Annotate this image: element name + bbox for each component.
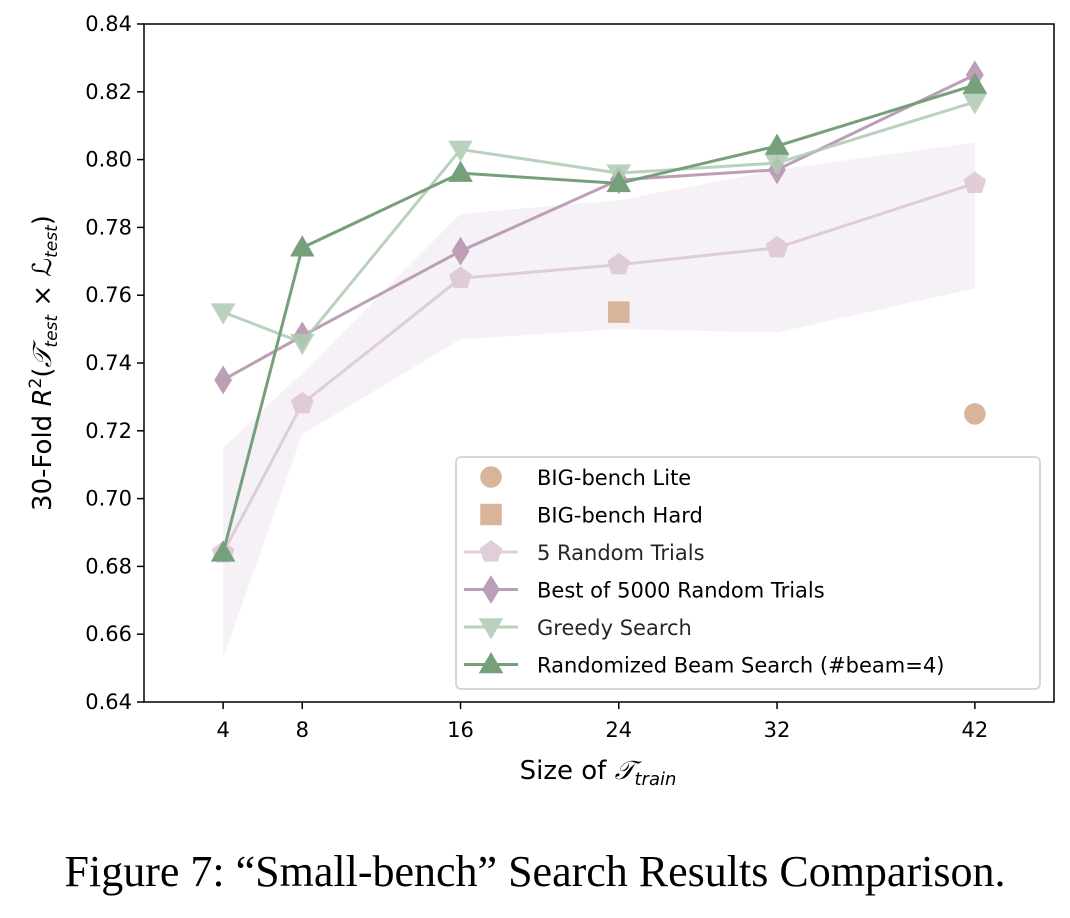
legend-marker (480, 503, 502, 526)
series-randomized-beam-search-beam-4 (210, 72, 988, 562)
series-line (221, 181, 976, 554)
y-axis-ticks: 0.64 0.66 0.68 0.70 0.72 0.74 0.76 0.78 0.80 0.82… (85, 12, 144, 714)
data-point (764, 133, 790, 155)
y-tick-label: 0.68 (85, 554, 132, 578)
random-trials-range-band (223, 142, 975, 658)
data-point (607, 252, 631, 275)
legend-item-randomized-beam-search-beam-4: Randomized Beam Search (#beam=4) (464, 652, 944, 678)
y-tick-label: 0.74 (85, 351, 132, 375)
legend-item-big-bench-hard: BIG-bench Hard (480, 503, 703, 528)
y-tick-label: 0.82 (85, 80, 132, 104)
y-tick-label: 0.84 (85, 12, 132, 36)
legend-label: Randomized Beam Search (#beam=4) (537, 654, 944, 678)
legend-marker (478, 652, 504, 674)
series-line (221, 83, 976, 554)
data-point (449, 266, 472, 288)
x-tick-label: 42 (962, 718, 989, 742)
data-point (963, 171, 987, 193)
y-tick-label: 0.64 (85, 690, 132, 714)
y-tick-label: 0.66 (85, 622, 132, 646)
data-point (606, 170, 632, 193)
legend-label: 5 Random Trials (537, 541, 705, 565)
data-point (448, 160, 473, 182)
legend-marker (480, 466, 502, 488)
x-tick-label: 16 (447, 718, 474, 742)
legend-label: BIG-bench Hard (537, 504, 703, 528)
legend-label: Greedy Search (537, 616, 692, 640)
y-tick-label: 0.76 (85, 283, 132, 307)
x-tick-label: 4 (216, 718, 229, 742)
y-tick-label: 0.80 (85, 148, 132, 172)
x-axis-label: Size of 𝒯train (520, 756, 677, 790)
y-tick-label: 0.72 (85, 419, 132, 443)
legend-label: Best of 5000 Random Trials (537, 579, 825, 603)
series-layer (210, 60, 988, 563)
data-point (608, 301, 630, 323)
y-axis-label: 30-Fold R2(𝒯test × ℒtest) (26, 215, 62, 511)
y-tick-label: 0.78 (85, 215, 132, 239)
figure-caption: Figure 7: “Small-bench” Search Results C… (64, 847, 1006, 896)
legend-label: BIG-bench Lite (537, 466, 691, 490)
series-greedy-search (210, 93, 988, 356)
legend-box (455, 456, 1041, 690)
data-point (210, 540, 236, 562)
data-point (964, 403, 986, 425)
series-big-bench-lite (964, 403, 986, 425)
series-big-bench-hard (608, 301, 630, 323)
data-point (289, 235, 315, 257)
x-tick-label: 32 (764, 718, 791, 742)
chart: 0.64 0.66 0.68 0.70 0.72 0.74 0.76 0.78 0.80 0.82… (26, 12, 1055, 790)
data-point (962, 93, 988, 115)
x-axis-ticks: 4 8 16 24 32 42 (216, 702, 988, 742)
legend-marker (482, 575, 500, 604)
data-point (290, 391, 314, 414)
y-tick-label: 0.70 (85, 487, 132, 511)
series-line (222, 100, 976, 345)
legend-marker (478, 618, 504, 640)
legend-item-best-of-5000-random-trials: Best of 5000 Random Trials (464, 575, 825, 604)
data-point (962, 72, 988, 94)
x-tick-label: 8 (296, 718, 309, 742)
confidence-band-layer (223, 142, 975, 658)
legend-item-greedy-search: Greedy Search (464, 616, 692, 640)
legend-marker (479, 540, 503, 562)
data-point (764, 154, 790, 176)
data-point (289, 333, 315, 356)
legend-item-5-random-trials: 5 Random Trials (464, 540, 705, 565)
data-point (214, 365, 233, 395)
data-point (451, 236, 470, 266)
legend-item-big-bench-lite: BIG-bench Lite (480, 466, 691, 490)
data-point (448, 140, 473, 162)
series-5-random-trials (211, 171, 987, 563)
data-point (765, 235, 789, 258)
data-point (210, 303, 236, 325)
legend: BIG-bench Lite BIG-bench Hard 5 Random Tri… (455, 456, 1041, 690)
x-tick-label: 24 (605, 718, 632, 742)
